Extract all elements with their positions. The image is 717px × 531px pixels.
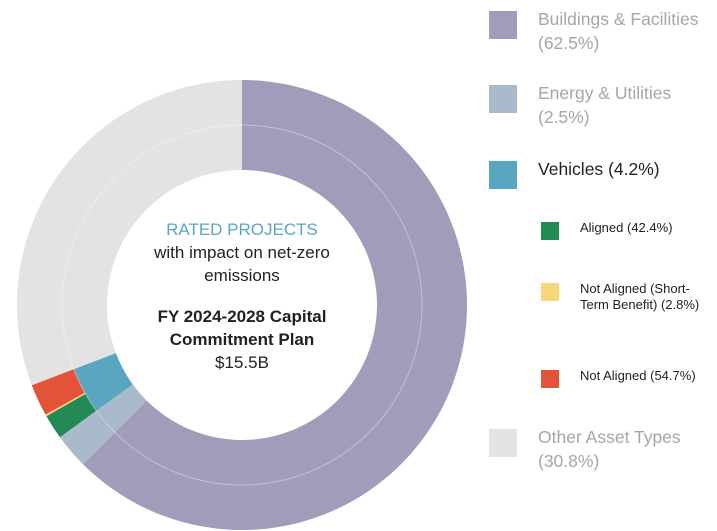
center-subheading: with impact on net-zero emissions (154, 243, 330, 285)
legend-swatch (541, 370, 559, 388)
legend-text: Buildings & Facilities (62.5%) (538, 7, 713, 55)
legend-text: Aligned (42.4%) (580, 220, 700, 236)
legend-swatch (489, 85, 517, 113)
legend-value: (54.7%) (650, 368, 696, 383)
legend-text: Not Aligned (Short-Term Benefit) (2.8%) (580, 281, 700, 313)
legend-item: Energy & Utilities (2.5%) (489, 81, 713, 129)
legend-item: Not Aligned (Short-Term Benefit) (2.8%) (541, 281, 700, 313)
slice (16, 80, 242, 386)
legend-value: (30.8%) (538, 451, 600, 471)
center-amount: $15.5B (215, 353, 269, 372)
legend-value: (4.2%) (608, 159, 660, 179)
slice (59, 384, 147, 465)
legend-swatch (541, 283, 559, 301)
legend-item: Vehicles (4.2%) (489, 157, 713, 189)
ring-divider (61, 124, 423, 486)
legend-text: Not Aligned (54.7%) (580, 368, 700, 384)
sub-slice (45, 392, 86, 417)
legend-value: (62.5%) (538, 33, 600, 53)
legend-swatch (489, 11, 517, 39)
legend-value: (2.8%) (660, 297, 700, 312)
legend-text: Vehicles (4.2%) (538, 157, 713, 181)
center-plan: FY 2024-2028 Capital Commitment Plan (157, 307, 327, 349)
legend-name: Vehicles (538, 159, 604, 179)
sub-slice (46, 393, 97, 438)
legend-item: Aligned (42.4%) (541, 220, 700, 240)
sub-slice (31, 369, 85, 415)
slice (82, 80, 467, 530)
center-label: RATED PROJECTS with impact on net-zero e… (137, 218, 347, 374)
legend-item: Other Asset Types (30.8%) (489, 425, 713, 473)
legend-swatch (541, 222, 559, 240)
center-heading: RATED PROJECTS (166, 220, 318, 239)
legend-value: (42.4%) (627, 220, 673, 235)
legend-name: Buildings & Facilities (538, 9, 699, 29)
legend-swatch (489, 161, 517, 189)
slice (73, 353, 133, 411)
legend-name: Other Asset Types (538, 427, 681, 447)
legend-name: Aligned (580, 220, 624, 235)
legend-item: Not Aligned (54.7%) (541, 368, 700, 388)
legend-text: Energy & Utilities (2.5%) (538, 81, 713, 129)
legend-item: Buildings & Facilities (62.5%) (489, 7, 713, 55)
legend-name: Energy & Utilities (538, 83, 672, 103)
legend-value: (2.5%) (538, 107, 590, 127)
legend-name: Not Aligned (580, 368, 647, 383)
legend-text: Other Asset Types (30.8%) (538, 425, 713, 473)
legend-name: Not Aligned (Short-Term Benefit) (580, 281, 690, 312)
legend-swatch (489, 429, 517, 457)
